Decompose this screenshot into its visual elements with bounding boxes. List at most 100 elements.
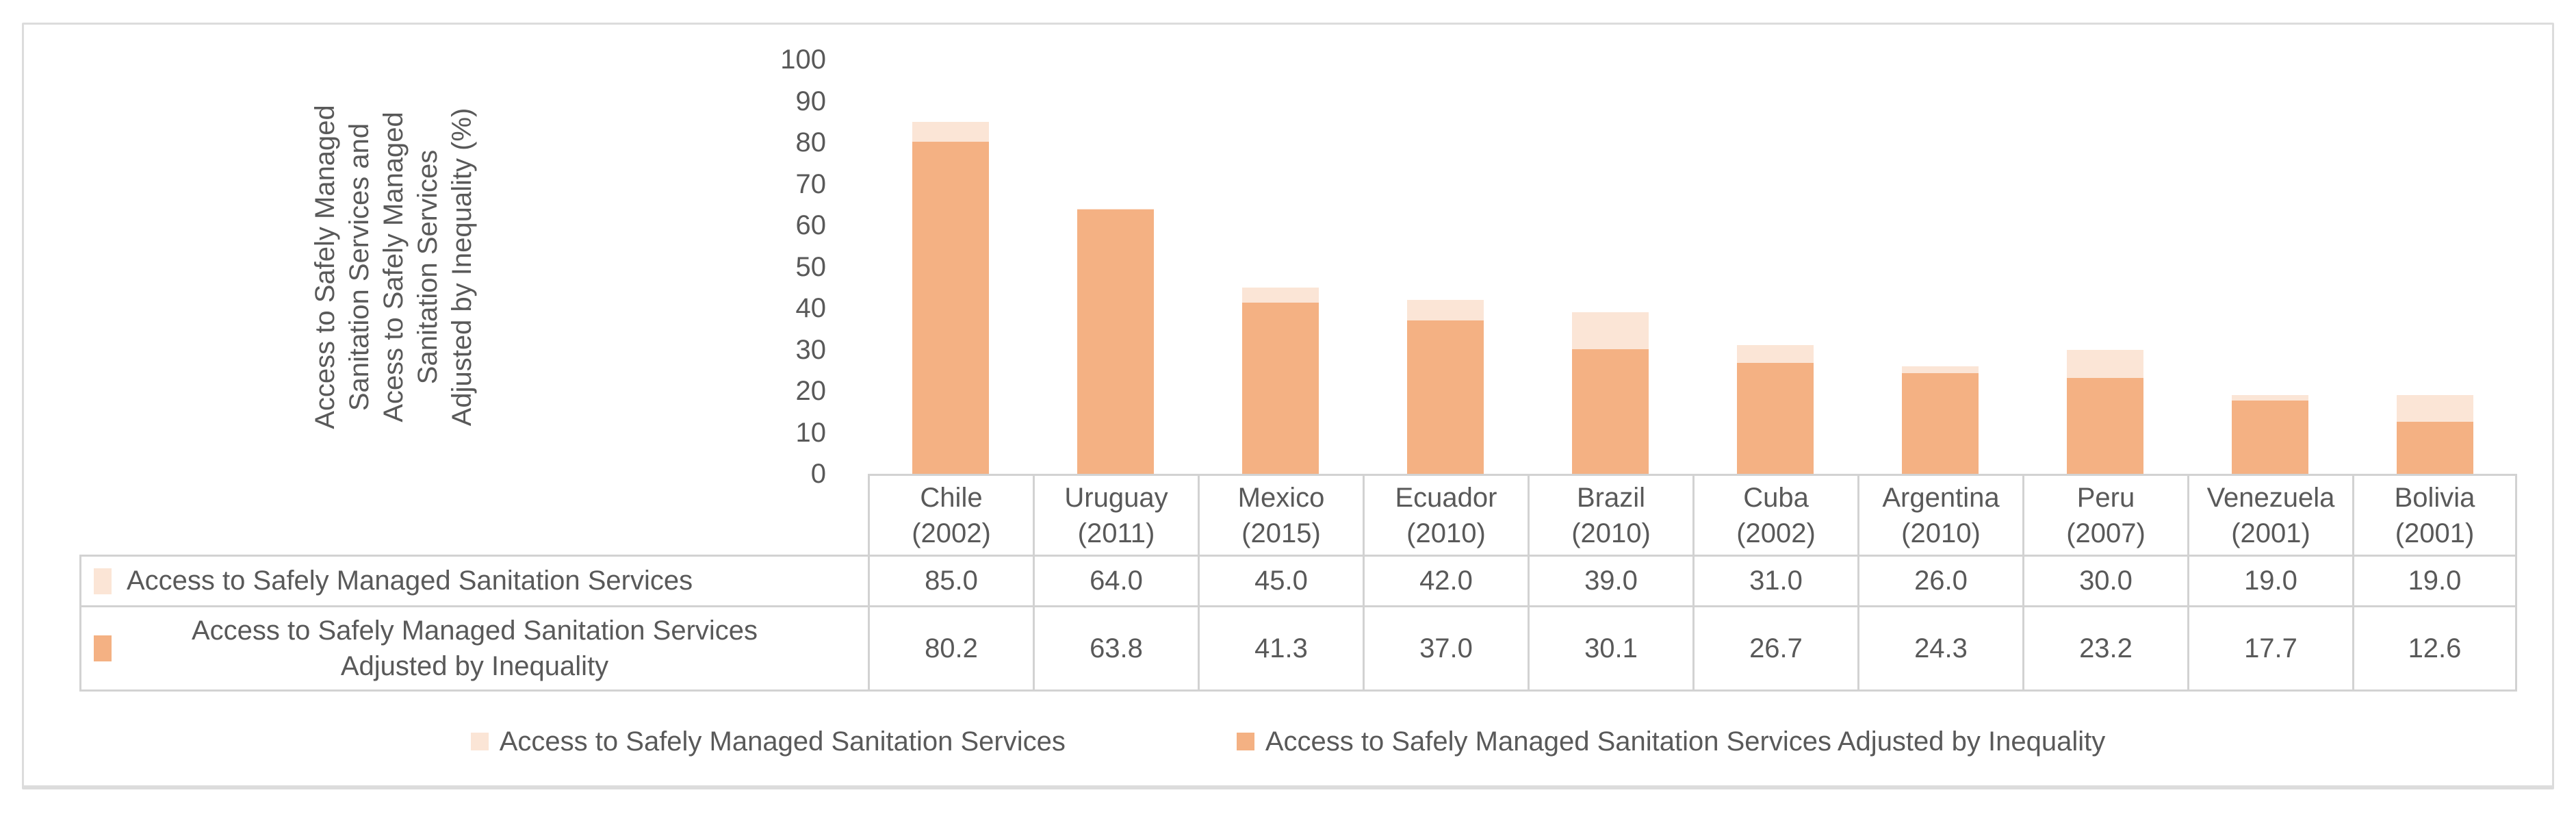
legend-key-adjusted-icon [1236,733,1254,750]
bar-adjusted [2396,421,2473,474]
bar-group [1033,60,1198,474]
value-cell: 80.2 [868,605,1033,692]
bar-adjusted [1406,320,1484,474]
value-cell: 37.0 [1363,605,1528,692]
category-year: (2015) [1241,518,1321,548]
category-year: (2011) [1077,518,1155,548]
legend-label-adjusted: Access to Safely Managed Sanitation Serv… [1265,726,2106,757]
value-cell: 42.0 [1363,555,1528,605]
value-cell: 12.6 [2352,605,2517,692]
column-header: Ecuador (2010) [1363,474,1528,555]
column-header: Peru (2007) [2022,474,2187,555]
category-year: (2001) [2231,518,2310,548]
bar-group [2022,60,2187,474]
category-name: Bolivia [2394,482,2475,513]
value-cell: 23.2 [2022,605,2187,692]
y-axis-title-line: Sanitation Services [413,149,443,384]
value-cell: 26.0 [1857,555,2022,605]
column-header-text: Cuba (2002) [1736,480,1816,551]
y-axis-tick: 100 [780,45,826,75]
column-header-text: Bolivia (2001) [2395,480,2475,551]
legend-label-services: Access to Safely Managed Sanitation Serv… [499,726,1066,757]
column-header-text: Chile (2002) [912,480,991,551]
y-axis-tick: 90 [795,86,827,116]
series-key-icon [94,635,112,661]
category-name: Venezuela [2206,482,2335,513]
y-axis-title-line: Access to Safely Managed [310,104,340,429]
value-cell: 24.3 [1857,605,2022,692]
column-header: Venezuela (2001) [2187,474,2352,555]
category-name: Brazil [1576,482,1646,513]
bar-group [1363,60,1528,474]
column-header-text: Peru (2007) [2066,480,2146,551]
y-axis-title: Access to Safely Managed Sanitation Serv… [287,60,500,474]
value-cell: 31.0 [1692,555,1857,605]
bar-adjusted [1077,210,1154,474]
y-axis-tick: 0 [810,459,826,489]
category-year: (2001) [2395,518,2475,548]
row-label: Access to Safely Managed Sanitation Serv… [79,605,868,692]
column-header-text: Argentina (2010) [1882,480,1999,551]
y-axis-title-line: Adjusted by Inequality (%) [447,107,477,426]
bar-group [2187,60,2352,474]
legend-item-adjusted: Access to Safely Managed Sanitation Serv… [1236,726,2106,757]
value-cell: 30.0 [2022,555,2187,605]
y-axis-tick: 30 [795,334,827,365]
column-header: Brazil (2010) [1528,474,1692,555]
category-year: (2007) [2066,518,2146,548]
y-axis-tick: 20 [795,376,827,406]
value-cell: 19.0 [2352,555,2517,605]
bar-adjusted [2231,400,2308,474]
bar-adjusted [912,141,989,474]
column-header: Bolivia (2001) [2352,474,2517,555]
value-cell: 30.1 [1528,605,1692,692]
bar-adjusted [1736,363,1814,474]
value-cell: 39.0 [1528,555,1692,605]
y-axis-tick: 10 [795,417,827,448]
y-axis-tick: 60 [795,210,827,240]
value-cell: 17.7 [2187,605,2352,692]
category-year: (2010) [1571,518,1651,548]
bar-group [2352,60,2517,474]
series-key-icon [94,568,112,594]
y-axis-ticks: 100 90 80 70 60 50 40 30 20 10 0 [657,43,826,490]
row-label-text: Access to Safely Managed Sanitation Serv… [127,566,693,596]
y-axis-title-line: Acess to Safely Managed [378,111,409,422]
column-header: Mexico (2015) [1198,474,1363,555]
y-axis-tick: 40 [795,293,827,323]
value-cell: 26.7 [1692,605,1857,692]
bar-group [1528,60,1692,474]
category-year: (2010) [1901,518,1981,548]
y-axis-tick: 70 [795,168,827,199]
y-axis-title-line: Sanitation Services and [344,123,374,411]
category-name: Mexico [1237,482,1325,513]
column-header: Chile (2002) [868,474,1033,555]
y-axis-tick: 50 [795,251,827,282]
bar-group [1198,60,1363,474]
column-header-text: Ecuador (2010) [1395,480,1497,551]
value-cell: 85.0 [868,555,1033,605]
bar-adjusted [1571,349,1649,474]
legend: Access to Safely Managed Sanitation Serv… [0,716,2576,767]
category-name: Peru [2076,482,2135,513]
value-cell: 64.0 [1033,555,1198,605]
y-axis-tick: 80 [795,127,827,157]
column-header: Uruguay (2011) [1033,474,1198,555]
data-table: Chile (2002) Uruguay (2011) Mexico (2015) Ecua… [79,474,2517,692]
value-cell: 63.8 [1033,605,1198,692]
legend-key-services-icon [470,733,489,750]
bar-group [1692,60,1857,474]
category-name: Chile [920,482,983,513]
row-label-text: Access to Safely Managed Sanitation Serv… [191,616,758,681]
value-cell: 19.0 [2187,555,2352,605]
y-axis-title-text: Access to Safely Managed Sanitation Serv… [308,105,479,429]
category-year: (2002) [1736,518,1816,548]
column-header: Argentina (2010) [1857,474,2022,555]
column-header-text: Brazil (2010) [1571,480,1651,551]
category-year: (2002) [912,518,991,548]
bar-adjusted [2066,377,2143,474]
category-year: (2010) [1406,518,1486,548]
plot-area [868,60,2517,474]
value-cell: 41.3 [1198,605,1363,692]
column-header-text: Venezuela (2001) [2207,480,2335,551]
